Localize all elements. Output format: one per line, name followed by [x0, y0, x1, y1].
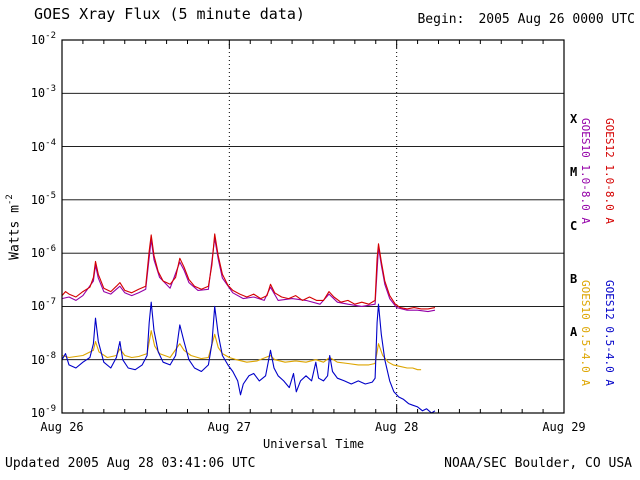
flare-class-label: M: [570, 165, 578, 180]
x-tick-label: Aug 26: [40, 420, 84, 434]
chart-title: GOES Xray Flux (5 minute data): [34, 5, 305, 23]
legend-rotated-label: GOES10 0.5-4.0 A: [579, 280, 592, 386]
legend-rotated-label: GOES12 1.0-8.0 A: [603, 118, 616, 224]
y-tick-label: 10-2: [30, 31, 56, 47]
flare-class-label: X: [570, 111, 578, 126]
source-credit: NOAA/SEC Boulder, CO USA: [444, 456, 632, 471]
series-line-goes12-0-5-4-0-a: [61, 301, 436, 414]
legend-rotated-label: GOES10 1.0-8.0 A: [579, 118, 592, 224]
y-tick-label: 10-7: [30, 297, 56, 314]
flare-class-label: B: [570, 271, 578, 286]
series-line-goes10-0-5-4-0-a: [61, 330, 422, 371]
x-axis-title: Universal Time: [263, 437, 365, 451]
x-tick-label: Aug 27: [207, 420, 251, 434]
y-tick-label: 10-6: [30, 244, 56, 261]
legend-rotated-label: GOES12 0.5-4.0 A: [603, 280, 616, 386]
flare-class-label: C: [570, 218, 578, 233]
y-tick-label: 10-4: [30, 137, 56, 154]
x-tick-label: Aug 29: [542, 420, 586, 434]
begin-value: 2005 Aug 26 0000 UTC: [478, 12, 635, 27]
begin-label: Begin:: [417, 12, 465, 27]
series-line-goes12-1-0-8-0-a: [61, 233, 436, 310]
begin-time-line: Begin: 2005 Aug 26 0000 UTC: [417, 12, 635, 27]
flare-class-label: A: [570, 325, 578, 340]
x-tick-label: Aug 28: [374, 420, 419, 434]
plot-border: [61, 39, 565, 414]
y-tick-label: 10-3: [30, 84, 56, 101]
y-tick-label: 10-9: [30, 404, 56, 420]
y-tick-label: 10-8: [30, 350, 56, 367]
updated-timestamp: Updated 2005 Aug 28 03:41:06 UTC: [5, 456, 256, 471]
y-tick-label: 10-5: [30, 190, 56, 207]
